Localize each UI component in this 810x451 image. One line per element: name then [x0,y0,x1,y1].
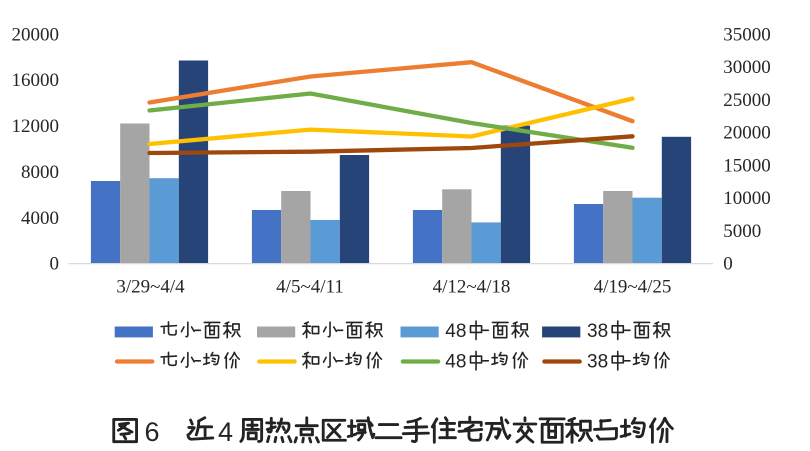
svg-text:20000: 20000 [12,24,60,45]
svg-text:4: 4 [218,417,233,447]
svg-text:4/12~4/18: 4/12~4/18 [433,277,511,298]
svg-text:15000: 15000 [723,155,771,176]
svg-text:16000: 16000 [12,70,60,91]
svg-text:3/29~4/4: 3/29~4/4 [116,277,185,298]
svg-text:38: 38 [587,352,608,373]
svg-text:0: 0 [723,254,733,275]
svg-text:4000: 4000 [21,208,59,229]
svg-text:5000: 5000 [723,221,761,242]
svg-text:4/19~4/25: 4/19~4/25 [594,277,672,298]
svg-text:20000: 20000 [723,123,771,144]
svg-text:35000: 35000 [723,24,771,45]
svg-text:4/5~4/11: 4/5~4/11 [276,277,344,298]
svg-text:48: 48 [445,321,466,342]
svg-text:8000: 8000 [21,162,59,183]
svg-text:48: 48 [445,352,466,373]
svg-text:0: 0 [50,254,60,275]
svg-text:10000: 10000 [723,188,771,209]
svg-text:25000: 25000 [723,90,771,111]
svg-text:38: 38 [587,321,608,342]
svg-text:6: 6 [145,417,160,447]
svg-text:30000: 30000 [723,57,771,78]
svg-text:12000: 12000 [12,116,60,137]
